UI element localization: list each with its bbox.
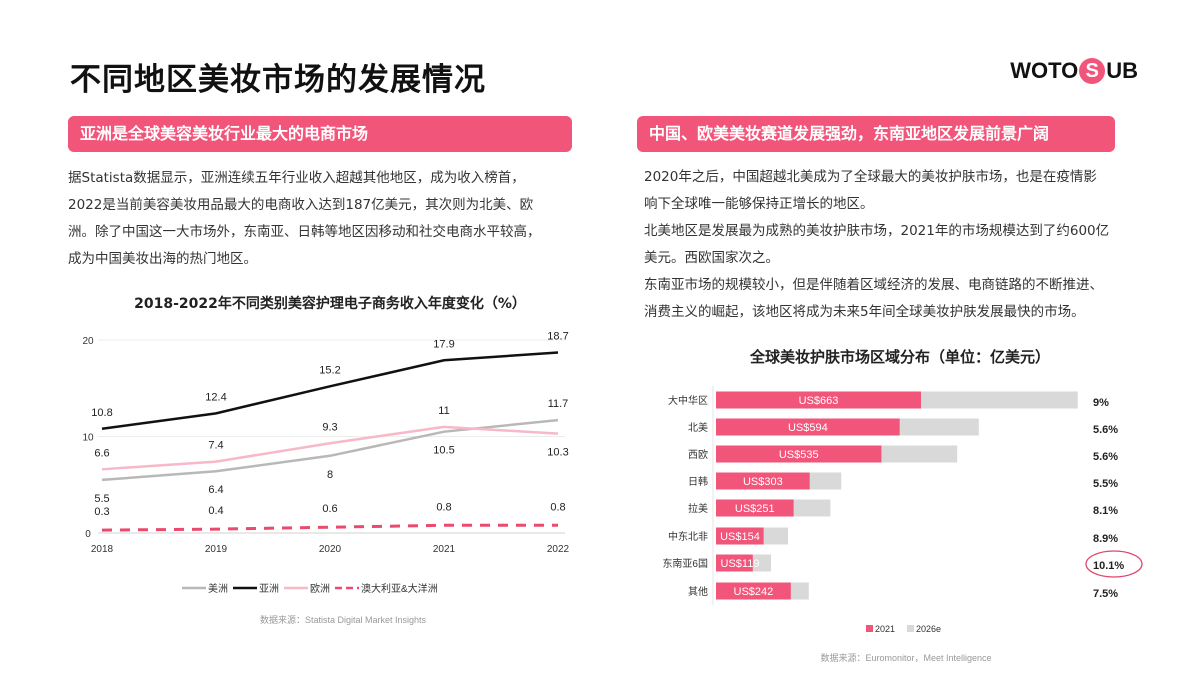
paragraph-line: 消费主义的崛起，该地区将成为未来5年间全球美妆护肤发展最快的市场。	[644, 304, 1085, 320]
bar-value-label: US$535	[779, 449, 819, 461]
bar-2021	[716, 472, 810, 490]
category-label: 西欧	[688, 449, 708, 461]
data-label: 10.8	[91, 407, 112, 419]
data-label: 11	[438, 405, 449, 417]
x-tick-label: 2021	[433, 544, 456, 555]
growth-label: 8.1%	[1093, 505, 1118, 517]
data-label: 10.5	[433, 445, 454, 457]
logo-text-right: UB	[1106, 58, 1138, 83]
data-label: 15.2	[319, 364, 340, 376]
legend-swatch	[907, 625, 914, 632]
page-title: 不同地区美妆市场的发展情况	[70, 62, 486, 98]
legend-label: 2026e	[916, 624, 941, 634]
data-label: 17.9	[433, 338, 454, 350]
growth-label: 10.1%	[1093, 560, 1124, 572]
data-label: 10.3	[547, 447, 568, 459]
growth-label: 7.5%	[1093, 588, 1118, 600]
bar-value-label: US$251	[735, 503, 775, 515]
data-label: 0.8	[436, 501, 451, 513]
data-label: 0.6	[322, 503, 337, 515]
data-label: 11.7	[548, 398, 569, 410]
paragraph-line: 成为中国美妆出海的热门地区。	[68, 251, 257, 267]
growth-label: 8.9%	[1093, 533, 1118, 545]
data-label: 0.8	[550, 501, 565, 513]
paragraph-line: 北美地区是发展最为成熟的美妆护肤市场，2021年的市场规模达到了约600亿	[644, 223, 1110, 239]
bar-value-label: US$119	[721, 558, 760, 570]
right-paragraph: 2020年之后，中国超越北美成为了全球最大的美妆护肤市场，也是在疫情影 响下全球…	[644, 164, 1109, 326]
category-label: 其他	[688, 585, 708, 598]
category-label: 北美	[688, 421, 708, 434]
legend-label: 美洲	[208, 582, 228, 595]
x-tick-label: 2020	[319, 544, 342, 555]
paragraph-line: 东南亚市场的规模较小，但是伴随着区域经济的发展、电商链路的不断推进、	[644, 277, 1103, 293]
y-tick-label: 20	[82, 336, 94, 347]
data-label: 8	[327, 469, 333, 481]
right-section-banner: 中国、欧美美妆赛道发展强劲，东南亚地区发展前景广阔	[637, 116, 1115, 152]
bar-chart-title: 全球美妆护肤市场区域分布（单位：亿美元）	[749, 348, 1050, 366]
highlight-circle	[1085, 550, 1143, 578]
bar-2021	[716, 418, 900, 436]
logo-mark-icon: S	[1079, 58, 1106, 84]
data-label: 7.4	[208, 440, 223, 452]
x-tick-label: 2019	[205, 544, 228, 555]
x-tick-label: 2022	[547, 544, 570, 555]
data-label: 6.6	[94, 447, 109, 459]
logo-text-left: WOTO	[1010, 58, 1079, 83]
category-label: 中东北非	[668, 530, 708, 543]
paragraph-line: 美元。西欧国家次之。	[644, 250, 779, 266]
paragraph-line: 响下全球唯一能够保持正增长的地区。	[644, 196, 874, 212]
left-section-banner: 亚洲是全球美容美妆行业最大的电商市场	[68, 116, 572, 152]
bar-2021	[716, 445, 882, 463]
legend-label: 亚洲	[259, 583, 279, 595]
data-label: 5.5	[94, 493, 109, 505]
paragraph-line: 2020年之后，中国超越北美成为了全球最大的美妆护肤市场，也是在疫情影	[644, 169, 1097, 185]
bar-value-label: US$303	[743, 476, 783, 488]
legend-label: 澳大利亚&大洋洲	[361, 582, 438, 595]
category-label: 拉美	[688, 502, 708, 515]
bar-value-label: US$154	[720, 531, 760, 543]
chart-source: 数据来源：Euromonitor，Meet Intelligence	[820, 652, 991, 663]
chart-source: 数据来源：Statista Digital Market Insights	[260, 614, 427, 625]
bar-value-label: US$594	[788, 422, 828, 434]
bar-2021	[716, 499, 794, 517]
wotohub-logo: WOTO S UB	[1010, 58, 1138, 84]
bar-chart: 大中华区 US$663 9% 北美 US$594 5.6% 西欧 US$535 5.6% 日韩 US…	[662, 386, 1143, 663]
bar-value-label: US$663	[799, 395, 839, 407]
growth-label: 5.6%	[1093, 424, 1118, 436]
y-tick-label: 10	[82, 433, 94, 444]
legend-label: 2021	[875, 624, 895, 634]
data-label: 9.3	[322, 421, 337, 433]
x-tick-label: 2018	[91, 544, 114, 555]
paragraph-line: 2022是当前美容美妆用品最大的电商收入达到187亿美元，其次则为北美、欧	[68, 197, 534, 213]
category-label: 日韩	[688, 475, 708, 488]
bar-2021	[716, 391, 921, 409]
category-label: 大中华区	[668, 394, 708, 407]
y-tick-label: 0	[85, 529, 91, 540]
paragraph-line: 据Statista数据显示，亚洲连续五年行业收入超越其他地区，成为收入榜首，	[68, 170, 525, 186]
growth-label: 5.6%	[1093, 451, 1118, 463]
line-chart-title: 2018-2022年不同类别美容护理电子商务收入年度变化（%）	[134, 296, 526, 312]
bar-2021	[716, 554, 753, 572]
category-label: 东南亚6国	[662, 557, 708, 570]
data-label: 0.3	[94, 506, 109, 518]
left-paragraph: 据Statista数据显示，亚洲连续五年行业收入超越其他地区，成为收入榜首， 2…	[68, 165, 541, 273]
legend-label: 欧洲	[310, 583, 330, 595]
bar-value-label: US$242	[734, 586, 774, 598]
series-line-4	[101, 523, 558, 532]
data-label: 0.4	[208, 505, 223, 517]
growth-label: 5.5%	[1093, 478, 1118, 490]
data-label: 6.4	[208, 484, 223, 496]
paragraph-line: 洲。除了中国这一大市场外，东南亚、日韩等地区因移动和社交电商水平较高，	[68, 224, 541, 240]
bar-2021	[716, 527, 764, 545]
data-label: 12.4	[205, 391, 226, 403]
line-chart: 0 10 20 2018 2019 2020 2021 2022 5.5 6.4 8 10.5 11.7…	[82, 331, 570, 625]
growth-label: 9%	[1093, 397, 1109, 409]
legend-swatch	[866, 625, 873, 632]
data-label: 18.7	[547, 331, 568, 343]
bar-2021	[716, 582, 791, 600]
